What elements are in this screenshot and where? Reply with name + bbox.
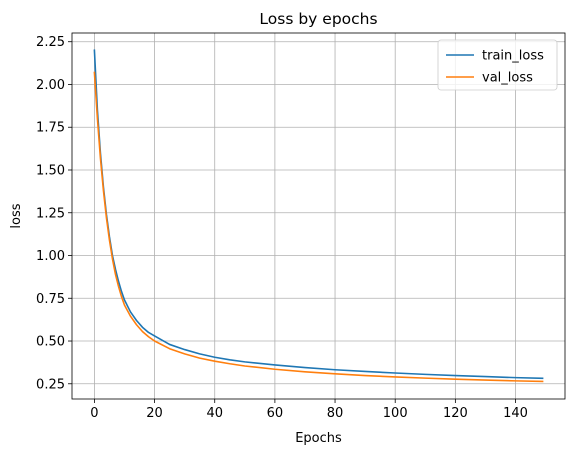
plot-frame [71, 32, 566, 400]
grid-layer [72, 33, 565, 399]
x-tick-label: 40 [206, 406, 223, 421]
legend-label-val-loss: val_loss [482, 71, 533, 86]
series-line-val-loss [93, 71, 544, 383]
y-tick-label: 2.00 [36, 78, 65, 93]
y-tick-label: 1.25 [36, 206, 65, 221]
x-tick-label: 140 [503, 406, 528, 421]
y-tick-label: 0.50 [36, 335, 65, 350]
y-tick-label: 1.50 [36, 163, 65, 178]
y-axis-label: loss [9, 203, 24, 228]
y-tick-label: 0.75 [36, 292, 65, 307]
x-tick-label: 20 [146, 406, 163, 421]
tick-layer: 0 20 40 60 80 100 120 140 0.25 0.50 0.75 1.00 1.25 1.… [36, 35, 528, 421]
x-axis-label: Epochs [295, 431, 342, 446]
y-tick-label: 1.75 [36, 121, 65, 136]
x-tick-label: 120 [443, 406, 468, 421]
y-tick-label: 2.25 [36, 35, 65, 50]
y-tick-label: 1.00 [36, 249, 65, 264]
x-tick-label: 100 [383, 406, 408, 421]
series-layer [93, 49, 544, 383]
legend-label-train-loss: train_loss [482, 49, 544, 64]
legend: train_loss val_loss [437, 39, 558, 91]
x-tick-label: 80 [327, 406, 344, 421]
y-tick-label: 0.25 [36, 377, 65, 392]
chart-title: Loss by epochs [259, 10, 377, 28]
x-tick-label: 0 [90, 406, 98, 421]
x-tick-label: 60 [267, 406, 284, 421]
